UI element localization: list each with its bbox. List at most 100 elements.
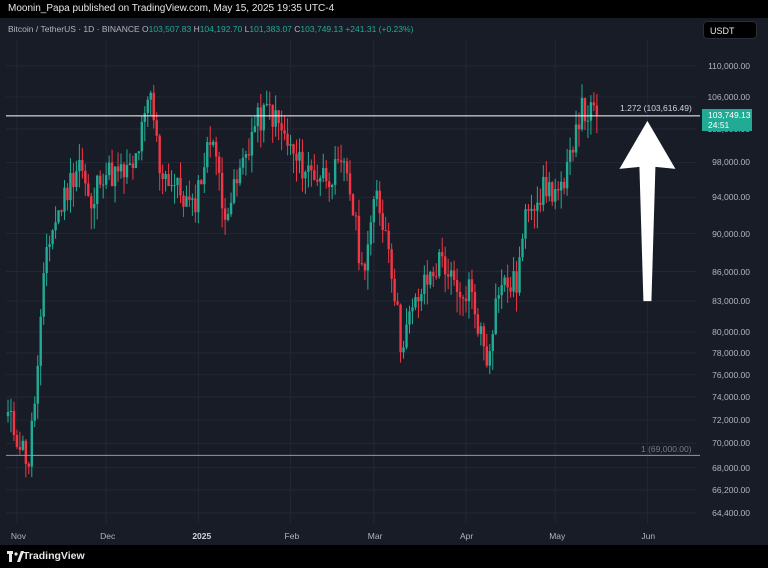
candle-body bbox=[414, 297, 417, 308]
candle-body bbox=[369, 222, 373, 245]
price-tick-label: 94,000.00 bbox=[712, 192, 750, 203]
candle-body bbox=[521, 238, 524, 258]
time-tick-label: Nov bbox=[10, 531, 27, 541]
candle-body bbox=[12, 410, 16, 435]
candle-body bbox=[533, 208, 536, 211]
time-tick-label: Dec bbox=[100, 531, 116, 541]
high-label: H bbox=[193, 24, 200, 34]
candle-body bbox=[161, 173, 164, 180]
candle-body bbox=[42, 273, 45, 317]
chart-area[interactable] bbox=[0, 18, 768, 545]
candle-body bbox=[503, 277, 506, 285]
candle-body bbox=[191, 198, 194, 200]
candle-body bbox=[470, 279, 474, 293]
candle-body bbox=[298, 151, 301, 161]
candle-body bbox=[152, 92, 155, 121]
candle-body bbox=[116, 166, 120, 172]
currency-button[interactable]: USDT bbox=[703, 21, 757, 39]
candle-body bbox=[220, 172, 224, 209]
candle-body bbox=[432, 272, 435, 277]
candle-body bbox=[325, 168, 328, 182]
candle-body bbox=[241, 157, 245, 168]
candle-body bbox=[452, 270, 456, 280]
bar-countdown: 24:51 bbox=[708, 120, 730, 130]
candle-body bbox=[396, 301, 399, 305]
candle-body bbox=[24, 440, 28, 464]
candle-body bbox=[411, 307, 414, 312]
candle-body bbox=[81, 159, 84, 171]
candle-body bbox=[27, 463, 31, 467]
change-value: +241.31 (+0.23%) bbox=[345, 24, 414, 34]
candle-body bbox=[568, 149, 572, 162]
candle-body bbox=[131, 163, 135, 168]
candle-body bbox=[461, 297, 465, 299]
candle-body bbox=[458, 291, 462, 298]
candle-body bbox=[125, 164, 129, 178]
price-tick-label: 78,000.00 bbox=[712, 348, 750, 359]
candle-body bbox=[146, 99, 149, 114]
candle-body bbox=[140, 121, 144, 152]
candle-body bbox=[6, 412, 10, 417]
price-tick-label: 70,000.00 bbox=[712, 438, 750, 449]
candle-body bbox=[583, 97, 587, 122]
candle-body bbox=[574, 124, 578, 153]
candle-body bbox=[551, 182, 554, 202]
candle-body bbox=[194, 198, 197, 213]
candle-body bbox=[542, 176, 545, 205]
time-tick-label: 2025 bbox=[192, 531, 212, 541]
candle-body bbox=[559, 181, 563, 191]
candle-body bbox=[351, 194, 355, 216]
candle-body bbox=[497, 295, 500, 299]
candle-body bbox=[182, 195, 185, 207]
candle-body bbox=[15, 434, 19, 448]
candle-body bbox=[307, 165, 310, 172]
candle-body bbox=[179, 177, 182, 196]
price-tick-label: 110,000.00 bbox=[708, 61, 750, 71]
candle-body bbox=[57, 210, 60, 223]
candle-body bbox=[101, 184, 105, 186]
high-value: 104,192.70 bbox=[199, 24, 243, 34]
candle-body bbox=[63, 187, 66, 212]
candle-body bbox=[577, 124, 581, 130]
price-tick-label: 76,000.00 bbox=[712, 369, 750, 380]
candle-body bbox=[143, 113, 147, 122]
candle-body bbox=[485, 346, 489, 366]
candle-body bbox=[277, 110, 280, 124]
candle-body bbox=[93, 203, 96, 209]
candle-body bbox=[36, 365, 39, 404]
candle-body bbox=[580, 97, 584, 130]
candle-body bbox=[78, 159, 81, 172]
candle-body bbox=[21, 440, 25, 450]
candle-body bbox=[122, 164, 126, 178]
fib-level-bottom-label: 1 (69,000.00) bbox=[641, 444, 692, 454]
candle-body bbox=[372, 199, 376, 223]
candle-body bbox=[476, 314, 480, 334]
candle-body bbox=[375, 190, 378, 200]
open-value: 103,507.83 bbox=[148, 24, 192, 34]
candle-body bbox=[176, 177, 179, 186]
candle-body bbox=[232, 179, 236, 203]
candle-body bbox=[200, 180, 203, 185]
candle-body bbox=[304, 171, 307, 179]
candle-body bbox=[473, 292, 477, 315]
close-label: C bbox=[294, 24, 301, 34]
fib-lines bbox=[6, 115, 700, 456]
candle-body bbox=[66, 187, 69, 201]
last-price-tag: 103,749.13 24:51 bbox=[702, 109, 752, 131]
candle-body bbox=[107, 162, 111, 176]
candle-body bbox=[405, 324, 408, 348]
candle-body bbox=[393, 278, 396, 302]
ohlc-legend: Bitcoin / TetherUS · 1D · BINANCE O103,5… bbox=[8, 24, 413, 34]
candle-body bbox=[378, 190, 381, 214]
chart-grid bbox=[6, 40, 696, 523]
tradingview-logo-icon bbox=[7, 551, 24, 562]
price-tick-label: 106,000.00 bbox=[707, 91, 750, 102]
candle-body bbox=[515, 271, 518, 293]
candle-body bbox=[482, 326, 486, 347]
candle-body bbox=[206, 142, 209, 168]
candle-body bbox=[110, 162, 114, 187]
candle-body bbox=[229, 202, 233, 215]
candle-body bbox=[316, 179, 319, 182]
